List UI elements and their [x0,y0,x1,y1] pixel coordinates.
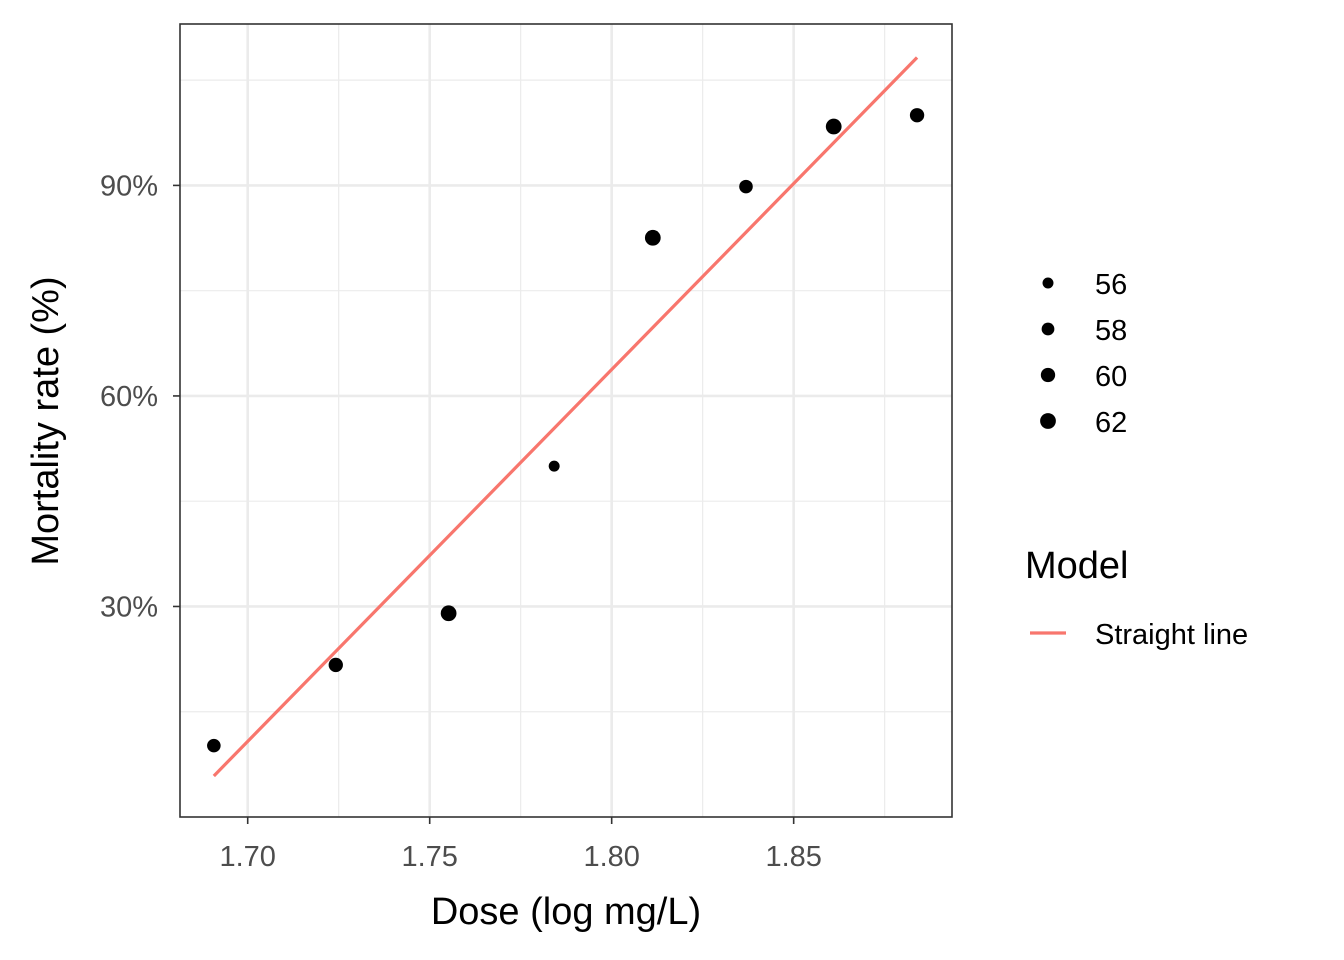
data-point [207,738,221,753]
x-tick-label: 1.70 [219,841,275,873]
x-tick-label: 1.85 [765,841,821,873]
plot-area [179,23,953,818]
major-gridlines [180,24,952,817]
data-point [440,605,457,622]
size-legend-key [1040,367,1056,383]
size-legend-key [1042,277,1054,289]
data-point [548,460,560,472]
minor-gridlines [180,24,952,817]
size-legend-key [1040,413,1056,429]
size-legend-label: 62 [1095,407,1127,439]
y-axis: 30% 60% 90% [100,170,180,623]
color-legend-label: Straight line [1095,619,1248,651]
data-point [644,229,661,246]
size-legend-label: 60 [1095,361,1127,393]
size-legend-label: 58 [1095,315,1127,347]
x-tick-label: 1.80 [583,841,639,873]
y-tick-label: 90% [100,170,158,202]
data-point [825,118,842,135]
x-axis: 1.70 1.75 1.80 1.85 [219,817,822,873]
size-legend: 56 58 60 62 [1040,269,1127,439]
fit-line-straight [212,56,919,778]
size-legend-label: 56 [1095,269,1127,301]
data-point [909,108,925,123]
data-point [739,179,753,194]
y-tick-label: 30% [100,591,158,623]
size-legend-key [1041,322,1055,336]
points-layer [207,108,925,753]
panel-background [180,24,952,817]
color-legend: Model Straight line [1025,545,1248,651]
panel-border [179,23,953,818]
y-tick-label: 60% [100,381,158,413]
data-point [328,657,343,673]
x-tick-label: 1.75 [401,841,457,873]
fit-line-layer [212,56,919,778]
y-axis-title: Mortality rate (%) [25,276,67,565]
x-axis-title: Dose (log mg/L) [431,891,701,933]
color-legend-title: Model [1025,545,1129,587]
